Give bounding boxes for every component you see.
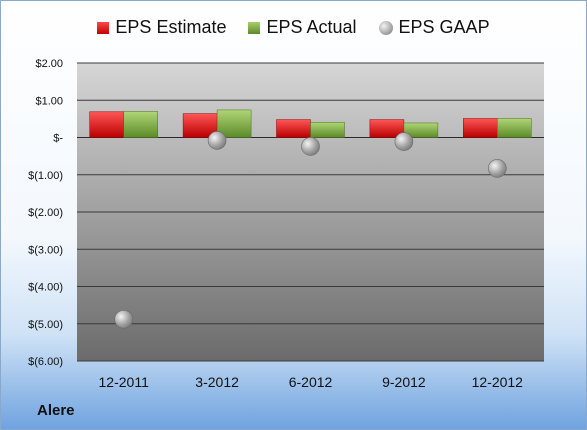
x-tick-label: 12-2012 xyxy=(472,374,524,390)
marker-eps-gaap xyxy=(394,132,414,151)
y-tick-label: $(4.00) xyxy=(28,282,63,294)
x-tick-label: 9-2012 xyxy=(382,374,426,390)
bar-eps-estimate xyxy=(276,119,311,138)
bar-eps-actual xyxy=(403,122,439,138)
company-name: Alere xyxy=(37,402,75,419)
marker-eps-gaap xyxy=(114,309,133,329)
legend-item-gaap: EPS GAAP xyxy=(378,17,490,38)
y-tick-label: $(1.00) xyxy=(28,170,63,182)
x-tick-label: 6-2012 xyxy=(289,374,333,390)
gaap-marker-icon xyxy=(378,20,393,35)
y-tick-label: $- xyxy=(53,133,63,145)
legend-item-actual: EPS Actual xyxy=(248,17,357,38)
actual-swatch-icon xyxy=(248,21,261,34)
chart-legend: EPS Estimate EPS Actual EPS GAAP xyxy=(1,17,586,38)
legend-label-actual: EPS Actual xyxy=(266,17,357,37)
marker-eps-gaap xyxy=(301,137,320,156)
x-tick-label: 12-2011 xyxy=(99,374,150,390)
y-tick-label: $(2.00) xyxy=(28,207,63,219)
estimate-swatch-icon xyxy=(97,21,110,34)
bar-eps-actual xyxy=(497,118,532,138)
bar-eps-actual xyxy=(123,111,158,138)
y-tick-label: $(6.00) xyxy=(28,356,63,368)
bar-eps-actual xyxy=(216,109,252,138)
x-tick-label: 3-2012 xyxy=(195,374,239,390)
bar-eps-estimate xyxy=(89,111,124,138)
legend-item-estimate: EPS Estimate xyxy=(97,17,226,38)
marker-eps-gaap xyxy=(207,131,227,150)
y-tick-label: $2.00 xyxy=(35,58,63,70)
bar-eps-estimate xyxy=(463,118,498,138)
marker-eps-gaap xyxy=(487,159,507,178)
legend-label-gaap: EPS GAAP xyxy=(398,17,490,37)
y-tick-label: $1.00 xyxy=(35,95,63,107)
y-tick-label: $(5.00) xyxy=(28,319,63,331)
bar-eps-actual xyxy=(310,121,345,138)
y-tick-label: $(3.00) xyxy=(28,244,63,256)
legend-label-estimate: EPS Estimate xyxy=(115,17,227,37)
